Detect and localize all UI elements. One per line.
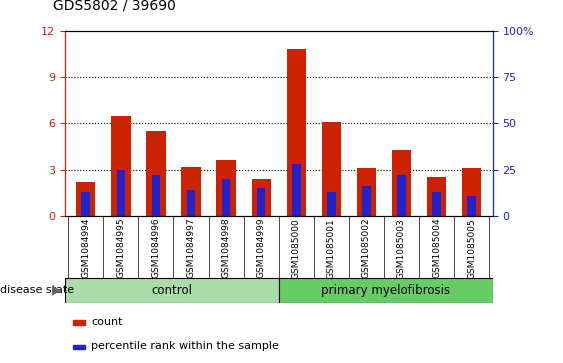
- Bar: [146, 131, 166, 216]
- Text: GSM1085001: GSM1085001: [327, 218, 336, 278]
- Text: GDS5802 / 39690: GDS5802 / 39690: [53, 0, 176, 13]
- Bar: [222, 179, 230, 216]
- Bar: [321, 122, 341, 216]
- Text: GSM1085004: GSM1085004: [432, 218, 441, 278]
- Text: percentile rank within the sample: percentile rank within the sample: [91, 341, 279, 351]
- Bar: [462, 168, 481, 216]
- Bar: [73, 321, 85, 325]
- Text: GSM1084999: GSM1084999: [257, 218, 266, 278]
- Text: GSM1085005: GSM1085005: [467, 218, 476, 278]
- Bar: [287, 49, 306, 216]
- Text: ▶: ▶: [52, 284, 62, 297]
- Text: primary myelofibrosis: primary myelofibrosis: [321, 284, 450, 297]
- Bar: [467, 196, 476, 216]
- Bar: [362, 186, 370, 216]
- Bar: [397, 175, 406, 216]
- Text: GSM1084996: GSM1084996: [151, 218, 160, 278]
- Bar: [111, 116, 131, 216]
- Bar: [427, 178, 446, 216]
- Text: GSM1085000: GSM1085000: [292, 218, 301, 278]
- Bar: [65, 278, 279, 303]
- Text: GSM1085003: GSM1085003: [397, 218, 406, 278]
- Bar: [117, 170, 125, 216]
- Bar: [327, 192, 336, 216]
- Bar: [252, 179, 271, 216]
- Text: GSM1084995: GSM1084995: [117, 218, 126, 278]
- Bar: [292, 164, 301, 216]
- Text: GSM1084998: GSM1084998: [222, 218, 231, 278]
- Text: GSM1084994: GSM1084994: [81, 218, 90, 278]
- Bar: [357, 168, 376, 216]
- Bar: [82, 192, 90, 216]
- Bar: [257, 188, 266, 216]
- Bar: [151, 175, 160, 216]
- Text: disease state: disease state: [0, 285, 74, 295]
- Text: GSM1084997: GSM1084997: [186, 218, 195, 278]
- Bar: [216, 160, 236, 216]
- Bar: [76, 182, 96, 216]
- Text: count: count: [91, 317, 123, 327]
- Bar: [181, 167, 200, 216]
- Bar: [392, 150, 411, 216]
- Bar: [279, 278, 493, 303]
- Bar: [73, 345, 85, 350]
- Bar: [432, 192, 441, 216]
- Text: GSM1085002: GSM1085002: [362, 218, 371, 278]
- Bar: [187, 190, 195, 216]
- Text: control: control: [151, 284, 192, 297]
